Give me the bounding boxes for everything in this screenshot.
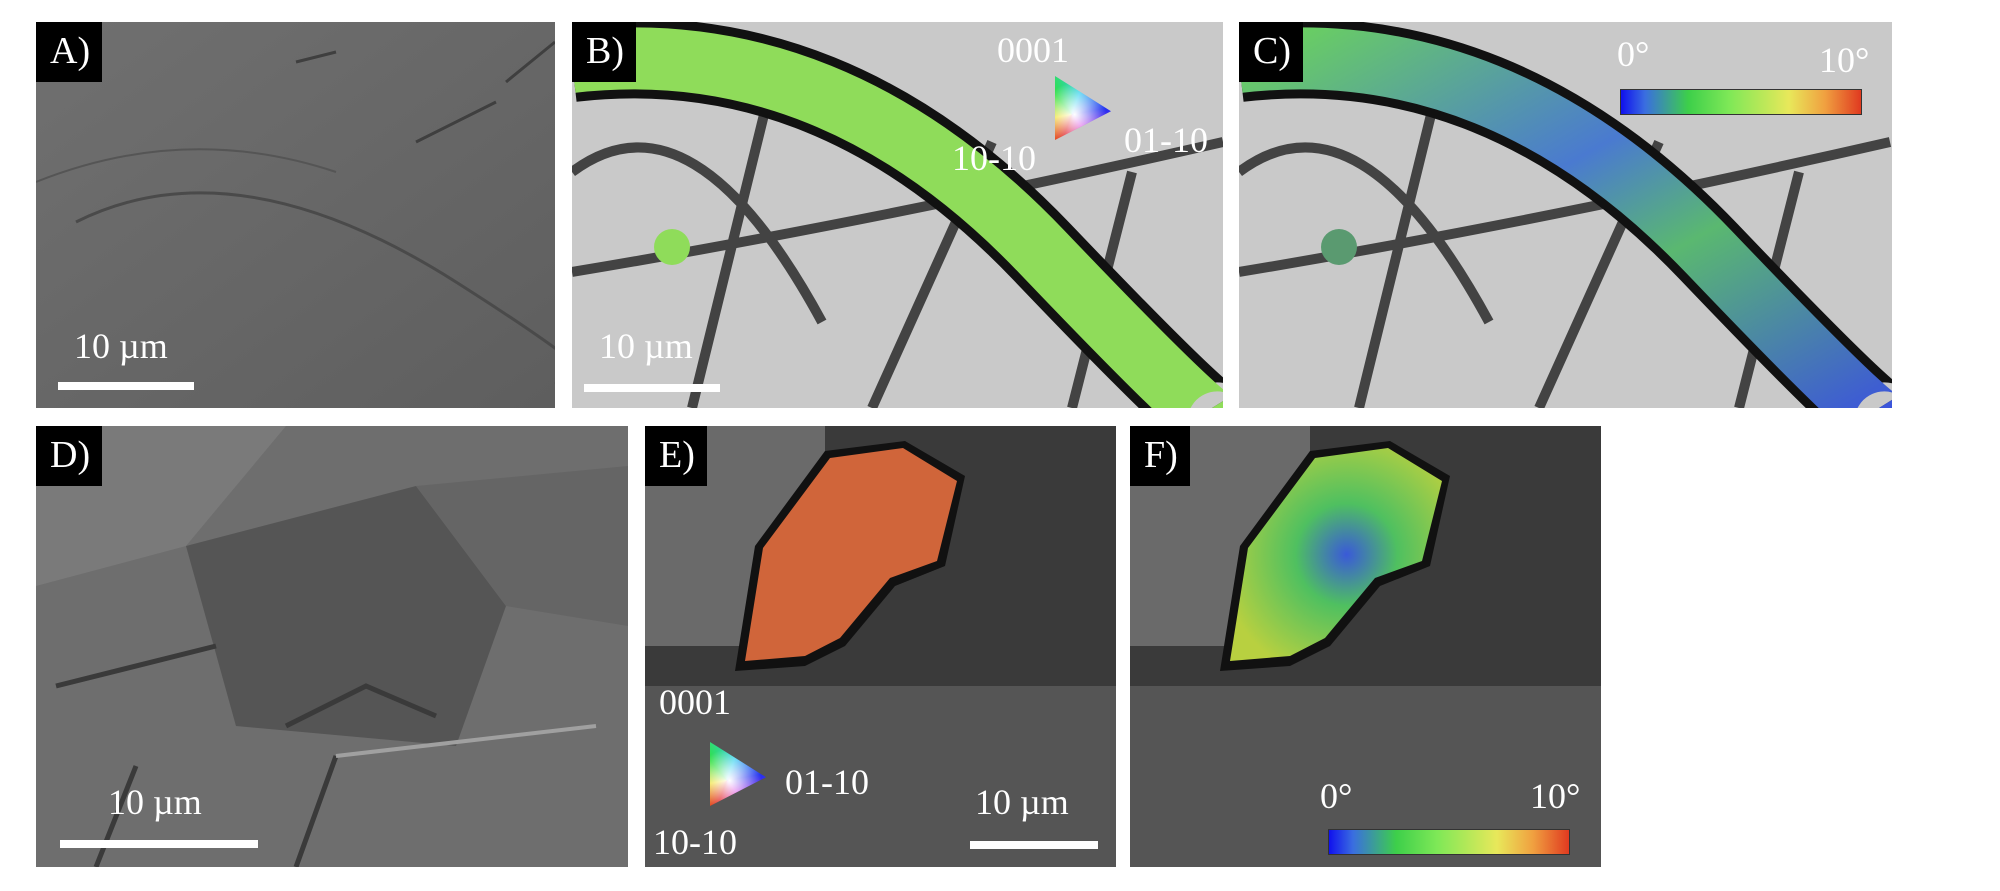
colorbar-min-label: 0° (1320, 776, 1353, 816)
scale-bar (584, 384, 720, 392)
green-grain (572, 27, 1223, 408)
orange-grain (745, 448, 957, 661)
panel-label: B) (572, 22, 636, 82)
scale-bar (970, 841, 1098, 849)
colorbar-min-label: 0° (1617, 34, 1650, 74)
sem-texture (36, 22, 555, 408)
scale-bar-label: 10 µm (599, 326, 693, 366)
panel-label: A) (36, 22, 103, 82)
ipf-key-top: 0001 (997, 30, 1069, 70)
ipf-key-left: 10-10 (952, 138, 1036, 178)
misorientation-map-image (1239, 22, 1892, 408)
misorientation-grain (1230, 448, 1442, 661)
panel-e-ipf-map: E) 0001 01-10 10-10 10 µm (645, 426, 1116, 867)
panel-c-misorientation-map: C) 0° 10° (1239, 22, 1892, 408)
ipf-map-image (572, 22, 1223, 408)
scale-bar-label: 10 µm (975, 782, 1069, 822)
colorbar-max-label: 10° (1530, 776, 1581, 816)
panel-label: C) (1239, 22, 1303, 82)
colorbar (1620, 89, 1862, 115)
misorientation-grain (1239, 27, 1892, 408)
panel-a-sem-image: A) 10 µm (36, 22, 555, 408)
scale-bar (60, 840, 258, 848)
ipf-key-right: 01-10 (1124, 120, 1208, 160)
ipf-key-top: 0001 (659, 682, 731, 722)
ipf-key-right: 01-10 (785, 762, 869, 802)
colorbar (1328, 829, 1570, 855)
ipf-key-left: 10-10 (653, 822, 737, 862)
panel-d-sem-image: D) 10 µm (36, 426, 628, 867)
panel-label: F) (1130, 426, 1190, 486)
panel-f-misorientation-map: F) 0° 10° (1130, 426, 1601, 867)
panel-b-ipf-map: B) 0001 10-10 01-10 10 µm (572, 22, 1223, 408)
scale-bar-label: 10 µm (108, 782, 202, 822)
panel-label: D) (36, 426, 103, 486)
sem-texture (36, 426, 628, 867)
scale-bar-label: 10 µm (74, 326, 168, 366)
panel-label: E) (645, 426, 707, 486)
colorbar-max-label: 10° (1819, 40, 1870, 80)
scale-bar (58, 382, 194, 390)
